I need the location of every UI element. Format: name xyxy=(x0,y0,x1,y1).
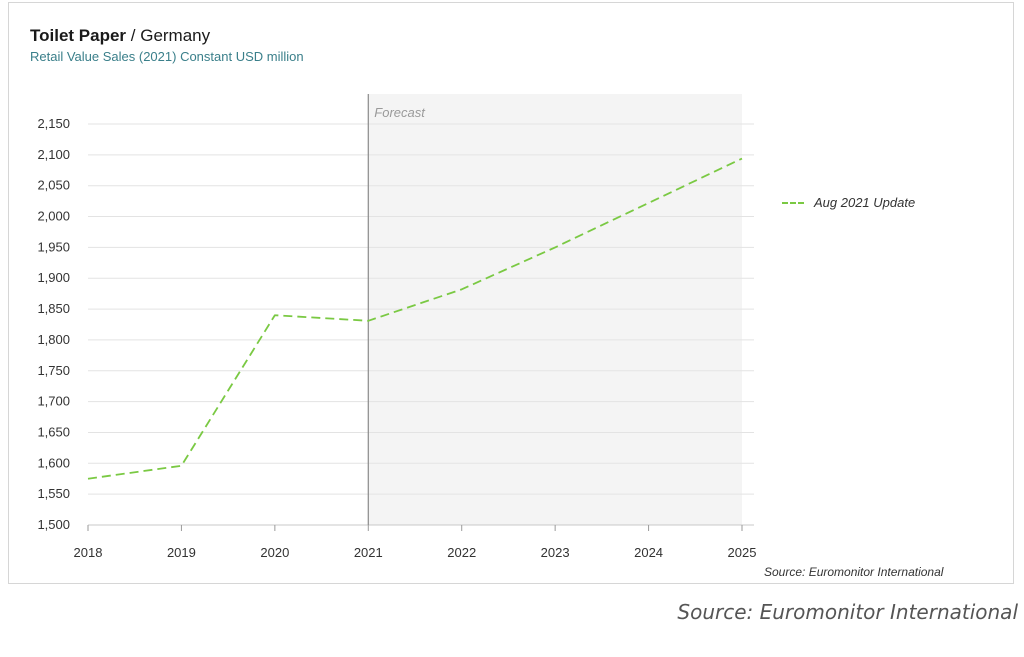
legend: Aug 2021 Update xyxy=(782,195,915,210)
chart-subtitle: Retail Value Sales (2021) Constant USD m… xyxy=(30,49,304,64)
y-tick-label: 1,550 xyxy=(37,486,70,501)
legend-label: Aug 2021 Update xyxy=(814,195,916,210)
title-product: Toilet Paper xyxy=(30,26,127,45)
forecast-label: Forecast xyxy=(374,105,426,120)
title-country: / Germany xyxy=(126,26,211,45)
y-tick-label: 1,500 xyxy=(37,517,70,532)
chart-source: Source: Euromonitor International xyxy=(764,565,944,579)
image-source-caption: Source: Euromonitor International xyxy=(677,600,1018,624)
x-tick-label: 2019 xyxy=(167,545,196,560)
y-tick-label: 1,600 xyxy=(37,455,70,470)
y-tick-label: 1,950 xyxy=(37,239,70,254)
y-tick-label: 1,800 xyxy=(37,332,70,347)
x-tick-label: 2025 xyxy=(728,545,757,560)
y-tick-label: 1,650 xyxy=(37,424,70,439)
x-tick-label: 2021 xyxy=(354,545,383,560)
x-tick-label: 2023 xyxy=(541,545,570,560)
y-tick-label: 2,150 xyxy=(37,116,70,131)
y-tick-label: 2,000 xyxy=(37,209,70,224)
legend-swatch xyxy=(782,201,804,204)
y-tick-label: 1,700 xyxy=(37,394,70,409)
y-tick-label: 1,750 xyxy=(37,363,70,378)
x-tick-label: 2022 xyxy=(447,545,476,560)
y-tick-label: 1,850 xyxy=(37,301,70,316)
y-tick-label: 2,050 xyxy=(37,178,70,193)
x-tick-label: 2024 xyxy=(634,545,663,560)
y-tick-label: 2,100 xyxy=(37,147,70,162)
chart-title: Toilet Paper / Germany xyxy=(30,26,210,46)
x-tick-label: 2020 xyxy=(260,545,289,560)
y-tick-label: 1,900 xyxy=(37,270,70,285)
x-tick-label: 2018 xyxy=(74,545,103,560)
series-line-aug-2021-update xyxy=(87,157,743,480)
